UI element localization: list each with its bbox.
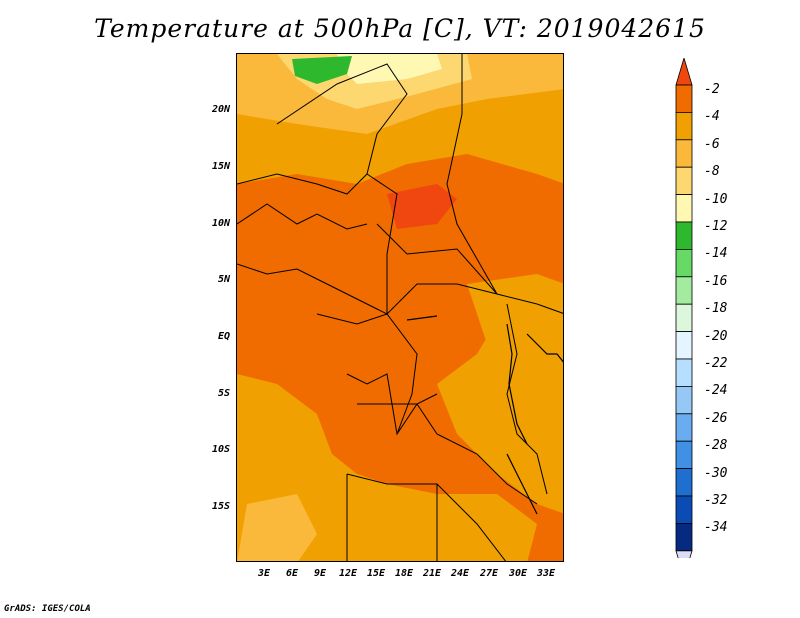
lon-label: 30E	[508, 568, 528, 579]
colorbar-label: -30	[704, 466, 728, 481]
colorbar-box	[675, 112, 693, 141]
colorbar-label: -32	[704, 493, 728, 508]
colorbar-label: -12	[704, 219, 728, 234]
field-west-4	[237, 264, 327, 394]
field-ne-8	[477, 59, 563, 84]
field-north-12	[337, 54, 442, 84]
colorbar-label: -28	[704, 438, 728, 453]
lon-label: 27E	[479, 568, 499, 579]
colorbar-box	[675, 331, 693, 360]
colorbar-box	[675, 276, 693, 305]
colorbar-label: -10	[704, 192, 728, 207]
colorbar-label: -18	[704, 301, 728, 316]
colorbar-box	[675, 522, 693, 552]
colorbar-box	[675, 413, 693, 442]
field-east-6	[467, 274, 563, 354]
colorbar-box	[675, 385, 693, 415]
colorbar-label: -16	[704, 274, 728, 289]
colorbar-label: -34	[704, 520, 728, 535]
temperature-map	[236, 53, 564, 562]
colorbar-box	[675, 495, 693, 524]
lakes-coast	[406, 315, 563, 515]
colorbar-box	[675, 139, 693, 168]
colorbar-box	[675, 358, 693, 387]
colorbar-label: -26	[704, 411, 728, 426]
colorbar-top-triangle	[675, 58, 693, 86]
colorbar-box	[675, 221, 693, 250]
colorbar-box	[675, 440, 693, 470]
colorbar-label: -24	[704, 383, 728, 398]
colorbar-box	[675, 84, 693, 113]
lat-label: 5N	[217, 274, 230, 285]
country-borders	[237, 54, 563, 561]
colorbar-box	[675, 194, 693, 223]
lat-label: 10N	[211, 218, 230, 229]
lat-label: EQ	[217, 331, 230, 342]
colorbar	[675, 58, 693, 558]
lon-label: 24E	[450, 568, 470, 579]
lon-label: 18E	[394, 568, 414, 579]
map-title: Temperature at 500hPa [C], VT: 201904261…	[94, 14, 706, 43]
colorbar-label: -2	[704, 82, 720, 97]
lat-label: 20N	[211, 104, 230, 115]
colorbar-label: -6	[704, 137, 720, 152]
field-warm-4	[237, 154, 563, 561]
lon-label: 21E	[422, 568, 442, 579]
colorbar-bottom-triangle	[675, 550, 693, 558]
field-se-6	[437, 494, 537, 561]
field-warm-2	[387, 184, 457, 229]
colorbar-box	[675, 468, 693, 497]
field-north-green	[292, 56, 352, 84]
lat-label: 10S	[211, 444, 230, 455]
lon-label: 15E	[366, 568, 386, 579]
lat-label: 5S	[217, 388, 230, 399]
temperature-field	[237, 54, 563, 561]
colorbar-label: -4	[704, 109, 720, 124]
colorbar-label: -8	[704, 164, 720, 179]
lon-label: 6E	[285, 568, 299, 579]
lon-label: 12E	[338, 568, 358, 579]
colorbar-box	[675, 303, 693, 332]
lon-label: 3E	[257, 568, 271, 579]
colorbar-label: -14	[704, 246, 728, 261]
credit-text: GrADS: IGES/COLA	[4, 604, 91, 614]
lat-label: 15N	[211, 161, 230, 172]
colorbar-box	[675, 166, 693, 195]
colorbar-label: -20	[704, 329, 728, 344]
colorbar-label: -22	[704, 356, 728, 371]
lat-label: 15S	[211, 501, 230, 512]
field-sw-8	[237, 494, 317, 561]
colorbar-box	[675, 248, 693, 278]
lon-label: 33E	[536, 568, 556, 579]
lon-label: 9E	[313, 568, 327, 579]
